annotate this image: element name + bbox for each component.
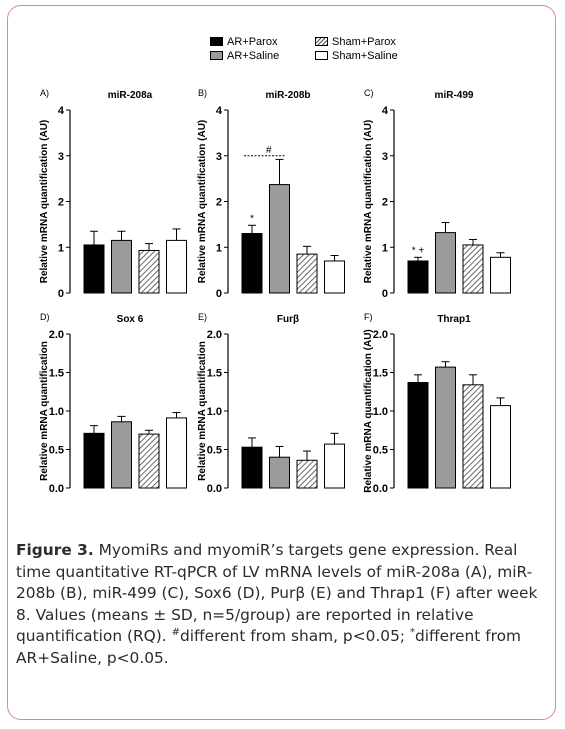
bar-ar-parox [83,432,105,489]
y-tick-label: 2 [216,197,222,209]
bar-sham-parox [138,433,160,489]
y-axis-label: Relative mRNA quantification (AU) [363,329,374,493]
y-tick-label: 4 [382,105,389,117]
bar-ar-parox [407,382,429,489]
panel-title: miR-208a [108,90,153,101]
legend: AR+Parox AR+Saline Sham+Parox Sham+Saline [210,36,430,70]
y-axis-label: Relative mRNA quantification [39,341,50,481]
y-tick-label: 2.0 [373,329,388,341]
y-tick-label: 2.0 [49,329,64,341]
caption-hash-mark: # [171,626,180,638]
y-tick-label: 0.5 [207,445,222,457]
legend-swatch [315,51,328,60]
panel-letter: A) [40,88,49,98]
caption-label: Figure 3. [16,541,94,559]
bar-sham-saline [490,405,511,489]
panel-letter: E) [198,312,207,322]
panel-letter: C) [364,88,374,98]
y-tick-label: 0.5 [373,445,388,457]
bar-ar-parox [407,260,429,294]
y-tick-label: 3 [382,151,388,163]
y-tick-label: 4 [216,105,223,117]
chart-panel-d: D) Sox 6 Relative mRNA quantification 0.0 0.… [39,312,187,495]
chart-panel-f: F) Thrap1 Relative mRNA quantification (AU… [363,312,511,495]
legend-swatch [210,37,223,46]
bar-sham-saline [166,417,187,489]
panel-title: Sox 6 [117,314,144,325]
chart-panel-a: A) miR-208a Relative mRNA quantification (… [39,88,187,300]
y-tick-label: 0.0 [49,483,64,495]
y-tick-label: 4 [58,105,65,117]
bar-ar-saline [269,456,290,489]
caption-hash-text: different from sham, p<0.05; [179,627,410,645]
bar-sham-parox [296,459,318,489]
chart-panel-b: B) miR-208b Relative mRNA quantification (… [197,88,345,300]
panel-title: Thrap1 [437,314,471,325]
bar-sham-parox [296,253,318,294]
legend-label: AR+Saline [227,50,280,62]
y-tick-label: 0 [58,288,64,300]
legend-label: Sham+Parox [332,36,396,48]
y-tick-label: 1.5 [207,368,222,380]
bar-ar-saline [269,184,290,294]
y-tick-label: 0.0 [207,483,222,495]
y-tick-label: 1.0 [207,406,222,418]
legend-swatch [315,37,328,46]
y-tick-label: 1.5 [49,368,64,380]
bar-sham-parox [138,249,160,294]
y-tick-label: 0.0 [373,483,388,495]
figure-caption: Figure 3. MyomiRs and myomiR’s targets g… [16,540,551,669]
y-tick-label: 2.0 [207,329,222,341]
y-tick-label: 3 [216,151,222,163]
bar-sham-saline [324,443,345,489]
y-tick-label: 1 [58,242,64,254]
y-axis-label: Relative mRNA quantification [197,341,208,481]
y-axis-label: Relative mRNA quantification (AU) [39,120,50,284]
y-tick-label: 3 [58,151,64,163]
y-tick-label: 1.0 [373,406,388,418]
y-axis-label: Relative mRNA quantification (AU) [197,120,208,284]
panel-title: miR-208b [265,90,310,101]
bar-sham-parox [462,384,484,489]
chart-panel-c: C) miR-499 Relative mRNA quantification (A… [363,88,511,300]
legend-swatch [210,51,223,60]
bar-sham-parox [462,244,484,294]
bar-ar-saline [111,239,132,294]
y-tick-label: 0 [382,288,388,300]
y-tick-label: 1 [216,242,222,254]
bar-ar-parox [83,244,105,294]
caption-star-text: different from AR+Saline, p<0.05. [16,627,522,667]
y-tick-label: 1.0 [49,406,64,418]
caption-star-mark: * [409,626,415,638]
caption-body: Real time quantitative RT-qPCR of LV mRN… [16,541,538,645]
significance-mark: * [250,213,254,224]
panel-letter: D) [40,312,50,322]
panel-letter: F) [364,312,373,322]
bar-ar-saline [435,366,456,489]
figure-frame [7,5,556,720]
bar-ar-saline [111,421,132,489]
bar-sham-saline [324,260,345,294]
bar-ar-parox [241,446,263,489]
panel-title: Furβ [277,314,299,325]
y-tick-label: 0.5 [49,445,64,457]
y-tick-label: 2 [382,197,388,209]
y-tick-label: 1.5 [373,368,388,380]
panel-letter: B) [198,88,207,98]
chart-panel-e: E) Furβ Relative mRNA quantification 0.0 0.5… [197,312,345,495]
bar-sham-saline [166,239,187,294]
bar-ar-parox [241,233,263,294]
legend-label: AR+Parox [227,36,278,48]
bar-ar-saline [435,232,456,294]
significance-mark: # [266,145,272,156]
significance-mark: * + [412,245,425,256]
bar-sham-saline [490,256,511,294]
panel-title: miR-499 [435,90,474,101]
y-tick-label: 1 [382,242,388,254]
caption-title: MyomiRs and myomiR’s targets gene expres… [93,541,480,559]
legend-label: Sham+Saline [332,50,398,62]
y-tick-label: 2 [58,197,64,209]
y-tick-label: 0 [216,288,222,300]
y-axis-label: Relative mRNA quantification (AU) [363,120,374,284]
